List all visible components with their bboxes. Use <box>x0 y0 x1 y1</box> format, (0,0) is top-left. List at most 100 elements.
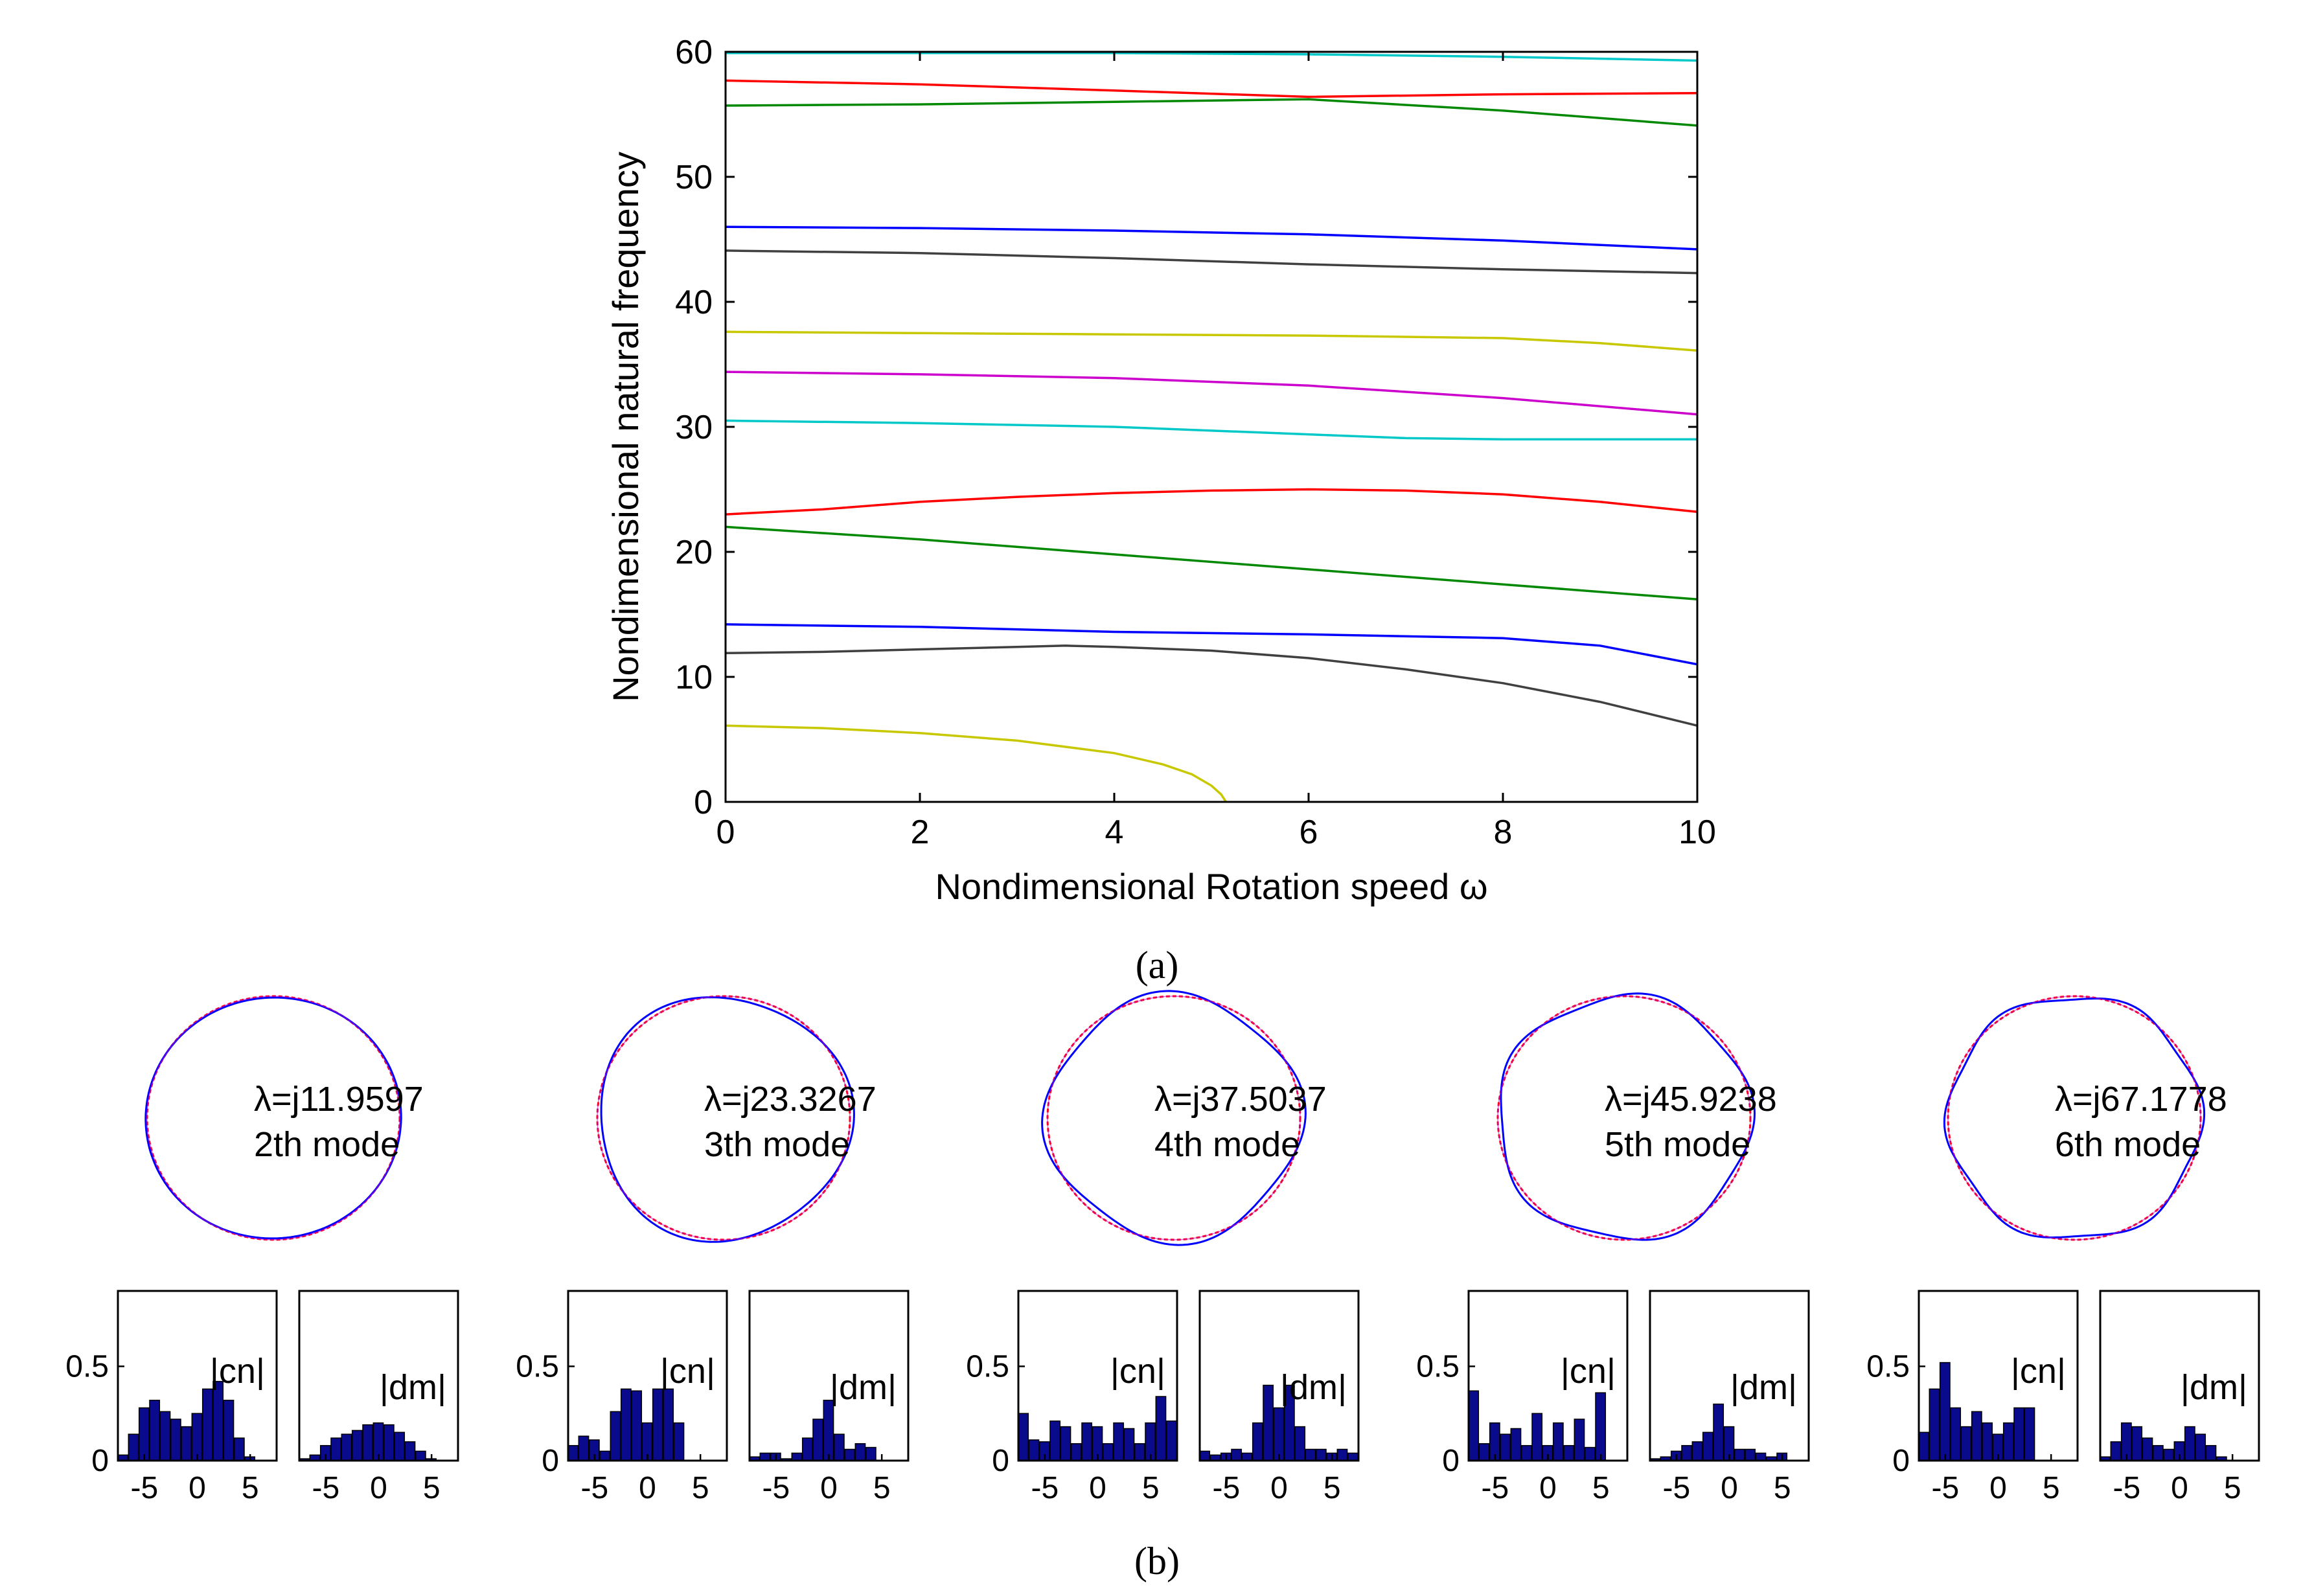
lambda-label: λ=j23.3267 <box>704 1080 876 1119</box>
bar-cn <box>1049 1420 1061 1461</box>
bar-dm <box>415 1450 426 1461</box>
hist-x-tick-label: 0 <box>1989 1471 2007 1505</box>
bar-dm <box>1305 1448 1316 1461</box>
histogram-dm: |dm| -5 0 5 <box>1649 1290 1810 1505</box>
hist-x-tick-label: 5 <box>1142 1471 1160 1505</box>
series-line-6 <box>725 419 1697 441</box>
bar-cn <box>2024 1407 2035 1461</box>
bar-cn <box>673 1422 685 1461</box>
hist-x-tick-label: 0 <box>820 1471 838 1505</box>
lambda-label: λ=j67.1778 <box>2055 1080 2227 1119</box>
histogram-dm: |dm| -5 0 5 <box>748 1290 910 1505</box>
bar-cn <box>170 1419 181 1461</box>
bar-cn <box>191 1413 203 1461</box>
x-tick-label: 2 <box>911 814 930 851</box>
bar-cn <box>578 1435 590 1461</box>
histogram-label-cn: |cn| <box>1110 1352 1165 1391</box>
mode-1: λ=j11.9597 2th mode |cn| -5 0 5 0 0.5 |dm| -5 0 5 <box>65 995 459 1505</box>
bar-dm <box>2131 1426 2143 1461</box>
bar-dm <box>1734 1448 1745 1461</box>
bar-dm <box>404 1441 416 1461</box>
bar-cn <box>1081 1422 1093 1461</box>
hist-y-tick-label: 0 <box>91 1444 109 1478</box>
mode-shape-curve <box>1500 992 1756 1241</box>
bar-cn <box>1595 1392 1607 1461</box>
bar-dm <box>1347 1452 1358 1461</box>
caption-b: (b) <box>1134 1540 1180 1582</box>
bar-dm <box>2142 1437 2153 1461</box>
histogram-label-cn: |cn| <box>1561 1352 1616 1391</box>
bar-cn <box>2002 1422 2014 1461</box>
bar-dm <box>759 1452 771 1461</box>
hist-x-tick-label: 5 <box>1323 1471 1341 1505</box>
bar-dm <box>1294 1426 1306 1461</box>
hist-x-tick-label: -5 <box>1031 1471 1059 1505</box>
bar-dm <box>362 1424 374 1461</box>
histogram-label-cn: |cn| <box>210 1352 265 1391</box>
bar-cn <box>1102 1443 1114 1461</box>
bar-cn <box>1070 1443 1082 1461</box>
bar-cn <box>620 1388 632 1461</box>
hist-x-tick-label: -5 <box>1931 1471 1959 1505</box>
hist-x-tick-label: 0 <box>1539 1471 1557 1505</box>
bar-cn <box>1478 1443 1490 1461</box>
bar-cn <box>223 1400 235 1461</box>
x-tick-label: 6 <box>1300 814 1318 851</box>
panel-a-line-chart: 0 2 4 6 8 10 0 10 20 30 40 50 60 Nondimensional Rotat… <box>605 34 1716 907</box>
hist-x-tick-label: 5 <box>423 1471 441 1505</box>
x-tick-label: 8 <box>1494 814 1513 851</box>
bar-cn <box>1060 1426 1071 1461</box>
hist-x-tick-label: 0 <box>189 1471 206 1505</box>
mode-2: λ=j23.3267 3th mode |cn| -5 0 5 0 0.5 |dm| -5 0 5 <box>516 995 910 1505</box>
bar-cn <box>1552 1422 1564 1461</box>
bar-dm <box>823 1400 834 1461</box>
x-tick-label: 4 <box>1105 814 1124 851</box>
series-line-7 <box>725 370 1698 416</box>
bar-dm <box>383 1424 395 1461</box>
histogram-label-cn: |cn| <box>2011 1352 2066 1391</box>
bar-cn <box>1531 1413 1543 1461</box>
bar-cn <box>599 1450 611 1461</box>
series-line-9 <box>725 249 1698 275</box>
hist-y-tick-label: 0 <box>992 1444 1009 1478</box>
mode-overlay-circle <box>146 996 400 1240</box>
hist-x-tick-label: 5 <box>873 1471 891 1505</box>
bar-dm <box>833 1433 845 1461</box>
mode-overlay-circle <box>1497 996 1751 1240</box>
histogram-cn: |cn| -5 0 5 0 0.5 <box>1416 1290 1629 1505</box>
mode-order-label: 6th mode <box>2055 1125 2201 1164</box>
mode-shape-curve <box>600 996 855 1243</box>
hist-y-tick-label: 0.5 <box>1416 1349 1460 1384</box>
bar-dm <box>2205 1444 2217 1461</box>
bar-dm <box>2184 1426 2195 1461</box>
hist-y-tick-label: 0.5 <box>1866 1349 1910 1384</box>
series-line-13 <box>726 52 1698 62</box>
bar-dm <box>801 1437 813 1461</box>
hist-x-tick-label: -5 <box>2113 1471 2140 1505</box>
bar-cn <box>1028 1439 1040 1461</box>
bar-dm <box>1199 1450 1211 1461</box>
bar-dm <box>2110 1441 2122 1461</box>
hist-y-tick-label: 0 <box>1892 1444 1910 1478</box>
hist-x-tick-label: -5 <box>1212 1471 1240 1505</box>
mode-3: λ=j37.5037 4th mode |cn| -5 0 5 0 0.5 |dm| -5 0 5 <box>966 990 1360 1505</box>
bar-dm <box>1315 1448 1327 1461</box>
histogram-label-cn: |cn| <box>660 1352 715 1391</box>
bar-dm <box>1691 1441 1703 1461</box>
y-tick-label: 20 <box>675 534 713 571</box>
mode-order-label: 2th mode <box>254 1125 400 1164</box>
hist-x-tick-label: -5 <box>312 1471 339 1505</box>
histogram-cn: |cn| -5 0 5 0 0.5 <box>966 1290 1178 1505</box>
series-line-5 <box>725 488 1698 516</box>
hist-y-tick-label: 0 <box>542 1444 559 1478</box>
hist-x-tick-label: 0 <box>1721 1471 1738 1505</box>
mode-overlay-circle <box>1947 996 2201 1240</box>
histogram-cn: |cn| -5 0 5 0 0.5 <box>1866 1290 2079 1505</box>
bar-cn <box>1584 1446 1596 1461</box>
mode-4: λ=j45.9238 5th mode |cn| -5 0 5 0 0.5 |dm| -5 0 5 <box>1416 992 1810 1505</box>
bar-cn <box>1939 1362 1951 1461</box>
bar-cn <box>1510 1428 1522 1461</box>
bar-dm <box>2195 1433 2206 1461</box>
